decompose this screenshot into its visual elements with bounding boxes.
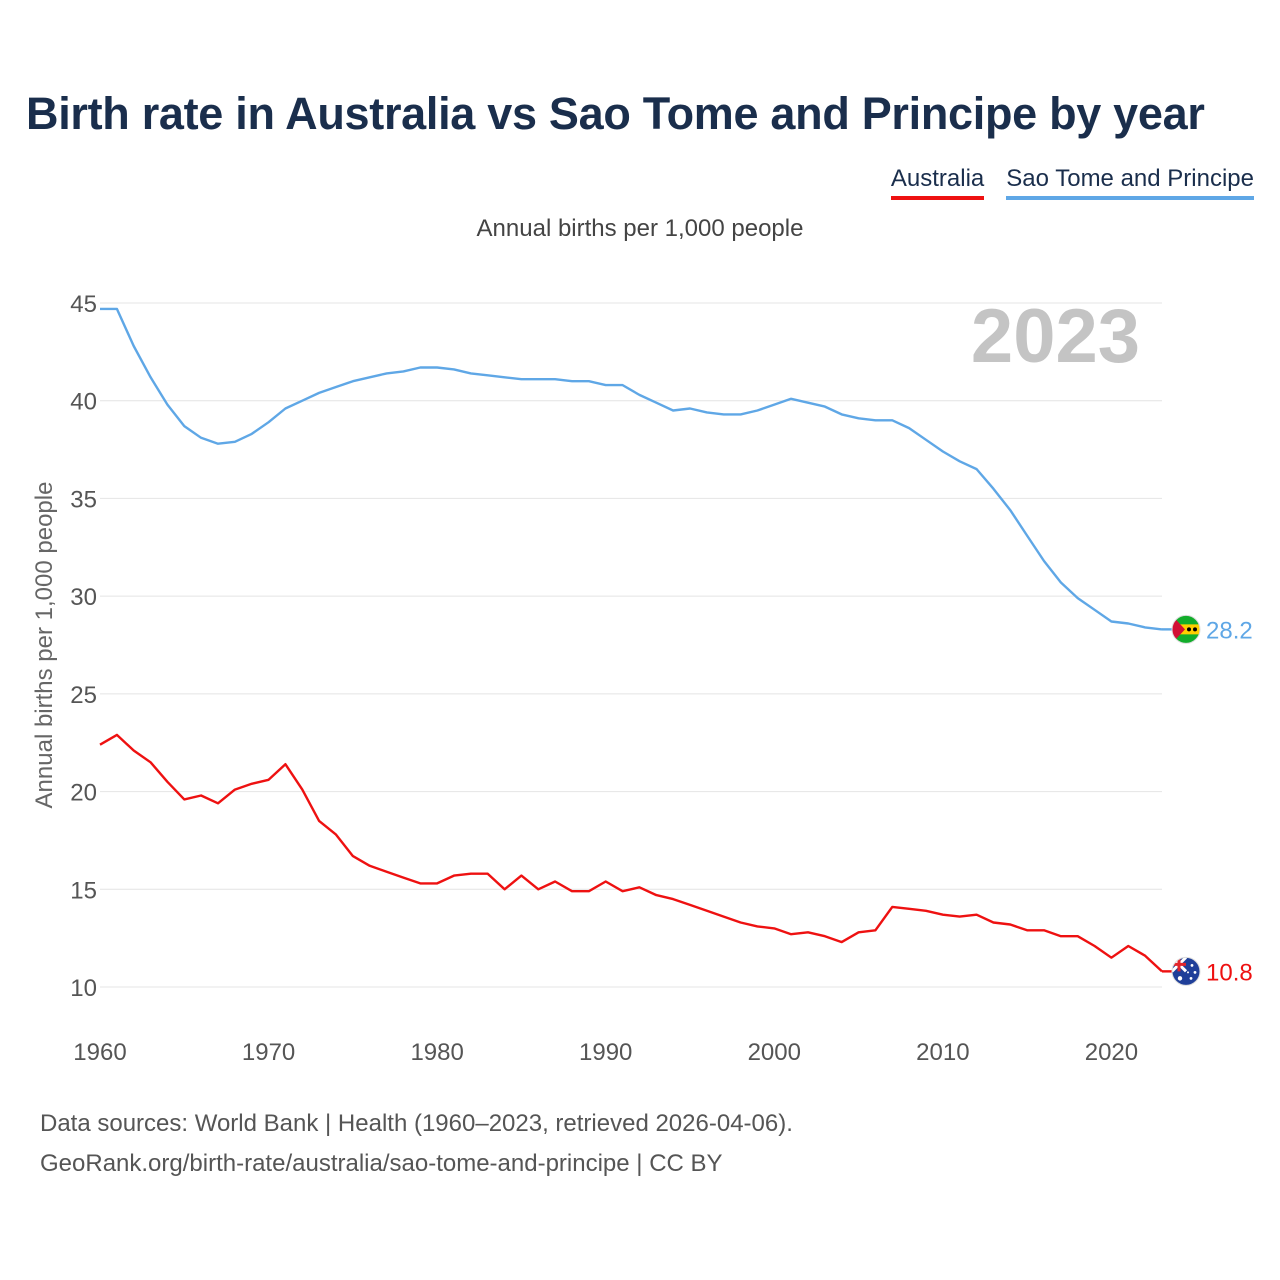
y-tick-label-35: 35 <box>70 486 97 513</box>
x-tick-label-2000: 2000 <box>748 1039 801 1066</box>
y-tick-label-15: 15 <box>70 877 97 904</box>
sao-tome-and-principe-flag-icon <box>1171 614 1201 644</box>
y-tick-label-10: 10 <box>70 975 97 1002</box>
series-line-australia <box>99 733 1163 973</box>
end-value-label-sao-tome-and-principe: 28.2 <box>1206 617 1253 644</box>
year-label: 2023 <box>971 294 1140 379</box>
x-tick-label-1980: 1980 <box>410 1039 463 1066</box>
end-value-label-australia: 10.8 <box>1206 959 1253 986</box>
chart-title: Birth rate in Australia vs Sao Tome and … <box>26 88 1205 139</box>
x-tick-label-2010: 2010 <box>916 1039 969 1066</box>
data-source: Data sources: World Bank | Health (1960–… <box>40 1104 793 1184</box>
legend-item-australia[interactable]: Australia <box>890 164 985 200</box>
y-tick-label-20: 20 <box>70 780 97 807</box>
source-line-1: Data sources: World Bank | Health (1960–… <box>40 1110 793 1137</box>
y-tick-label-25: 25 <box>70 682 97 709</box>
y-tick-label-45: 45 <box>70 291 97 318</box>
legend-item-sao-tome-and-principe[interactable]: Sao Tome and Principe <box>1006 164 1254 200</box>
y-tick-label-30: 30 <box>70 584 97 611</box>
x-tick-label-2020: 2020 <box>1085 1039 1138 1066</box>
x-tick-label-1990: 1990 <box>579 1039 632 1066</box>
source-line-2[interactable]: GeoRank.org/birth-rate/australia/sao-tom… <box>40 1150 723 1177</box>
x-tick-label-1960: 1960 <box>73 1039 126 1066</box>
x-tick-label-1970: 1970 <box>242 1039 295 1066</box>
legend: Australia Sao Tome and Principe <box>890 164 1254 200</box>
y-axis-label: Annual births per 1,000 people <box>31 482 58 809</box>
series-line-sao-tome-and-principe <box>100 307 1163 631</box>
chart-subtitle: Annual births per 1,000 people <box>476 215 804 242</box>
y-tick-label-40: 40 <box>70 389 97 416</box>
australia-flag-icon <box>1171 956 1201 986</box>
